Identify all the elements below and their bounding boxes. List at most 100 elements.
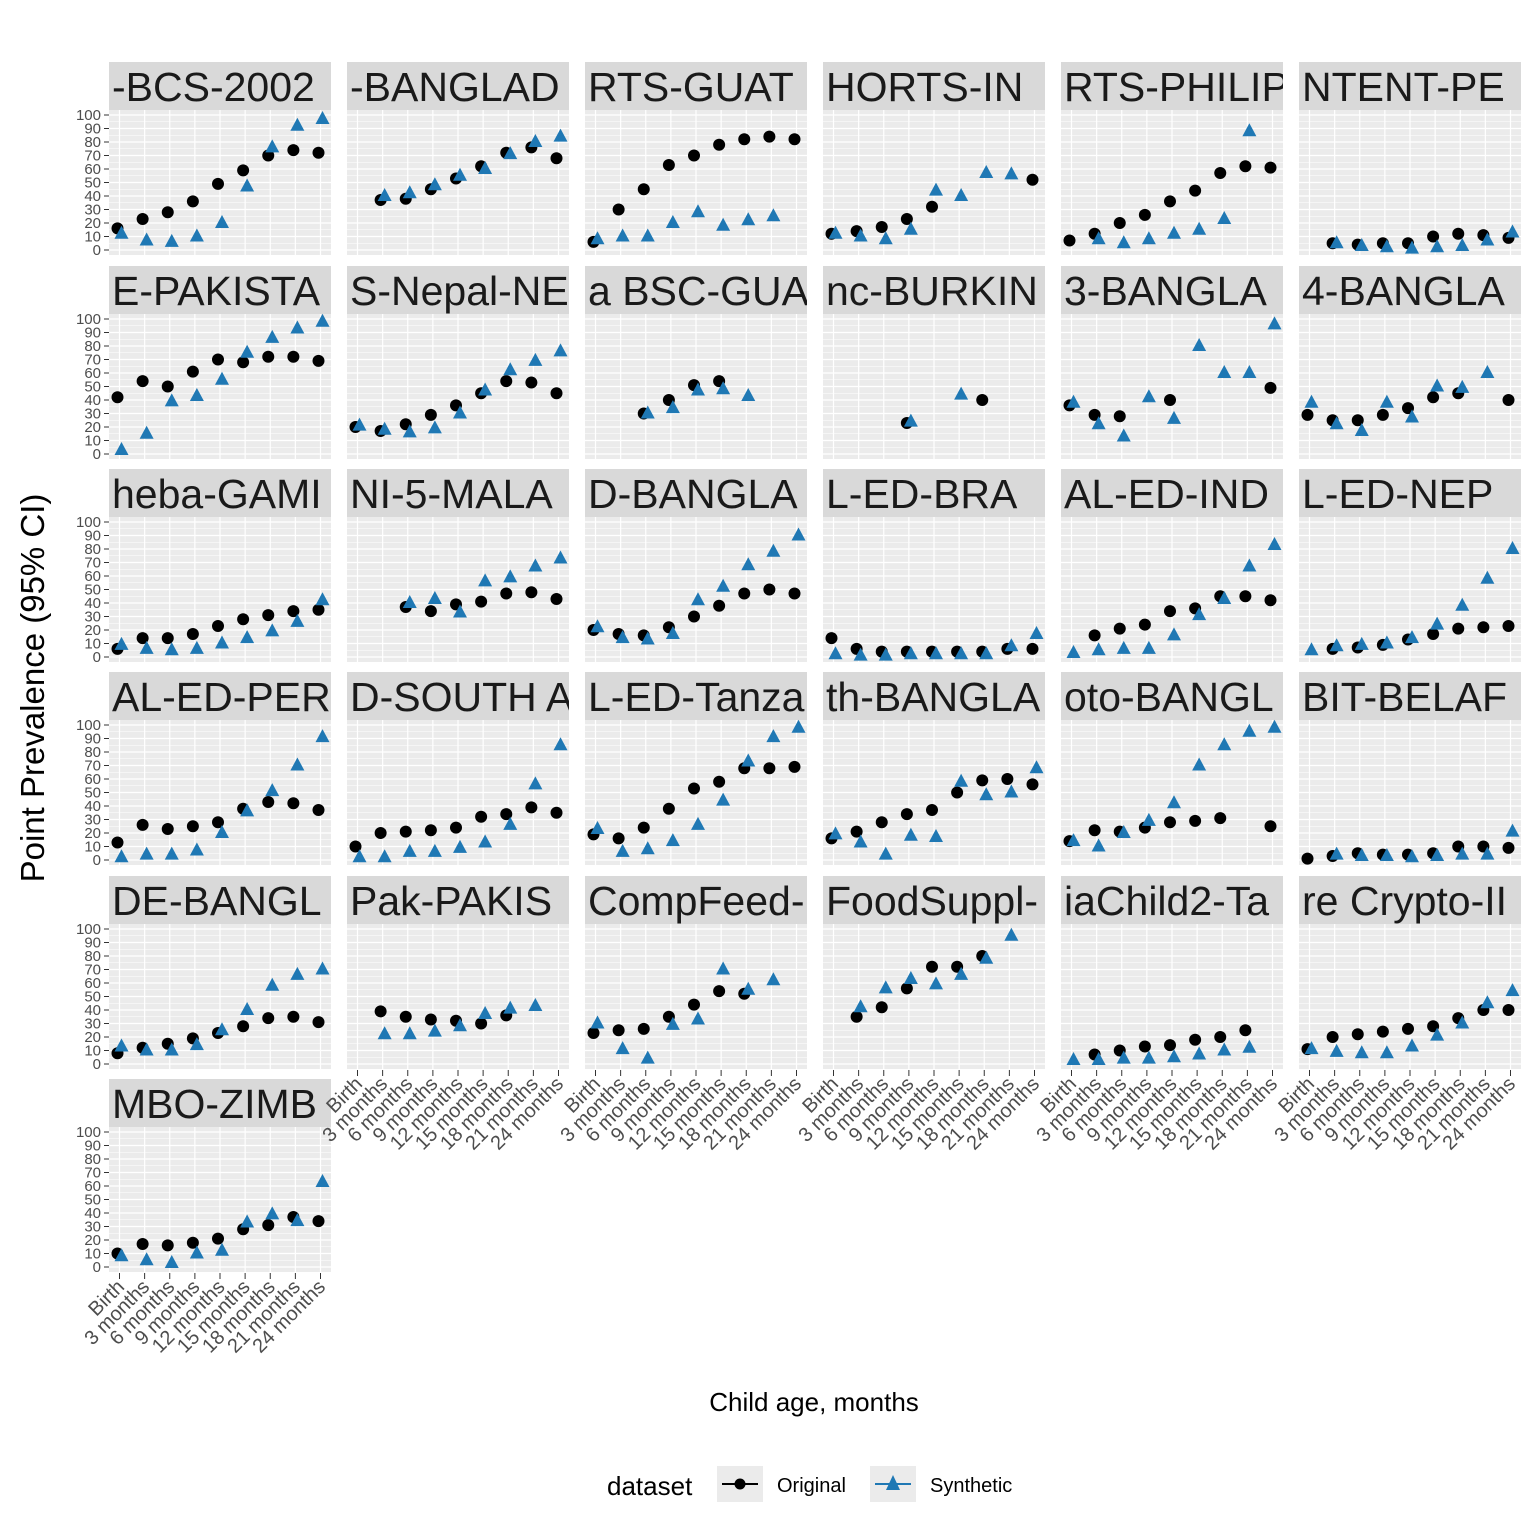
point-synthetic [1217, 1042, 1232, 1056]
y-tick-label: 0 [93, 242, 101, 259]
facet-panel: D-SOUTH A [347, 672, 569, 865]
point-original [136, 1238, 149, 1251]
point-synthetic [741, 557, 756, 571]
point-synthetic [553, 550, 568, 564]
point-original [312, 146, 325, 159]
point-synthetic [478, 834, 493, 848]
point-original [424, 1013, 437, 1026]
point-synthetic [139, 640, 154, 654]
point-synthetic [402, 185, 417, 199]
y-tick-label: 0 [93, 649, 101, 666]
point-synthetic [1455, 597, 1470, 611]
point-synthetic [1116, 825, 1131, 838]
point-original [875, 1001, 888, 1014]
point-original [662, 802, 675, 815]
y-tick-label: 20 [84, 825, 101, 842]
point-synthetic [1242, 558, 1257, 572]
y-tick-label: 90 [84, 325, 101, 342]
point-synthetic [478, 161, 493, 174]
point-synthetic [139, 846, 154, 860]
point-original [1427, 1020, 1440, 1033]
point-original [525, 376, 538, 389]
point-original [374, 827, 387, 839]
point-synthetic [1141, 231, 1156, 245]
point-synthetic [1455, 1015, 1470, 1029]
y-tick-label: 100 [76, 107, 101, 124]
point-synthetic [1242, 365, 1257, 378]
point-synthetic [1405, 1038, 1419, 1052]
legend-label-original: Original [777, 1475, 846, 1497]
y-tick-label: 20 [84, 419, 101, 436]
point-original [1239, 1024, 1252, 1037]
y-tick-label: 40 [84, 595, 101, 612]
point-original [926, 960, 938, 973]
y-tick-label: 70 [84, 148, 101, 165]
point-synthetic [1004, 638, 1019, 652]
point-original [825, 632, 838, 645]
point-synthetic [853, 999, 868, 1013]
point-synthetic [503, 569, 518, 583]
point-original [349, 840, 362, 853]
point-synthetic [590, 820, 605, 834]
point-synthetic [1091, 1051, 1106, 1065]
point-synthetic [164, 846, 179, 860]
point-synthetic [1217, 365, 1232, 378]
point-original [475, 1017, 488, 1030]
point-synthetic [691, 816, 705, 830]
point-original [237, 164, 250, 177]
point-original [212, 1232, 224, 1245]
point-original [662, 158, 675, 171]
point-synthetic [615, 843, 630, 857]
point-synthetic [290, 117, 305, 131]
facet-title: -BCS-2002 [112, 64, 315, 110]
point-synthetic [1379, 847, 1394, 861]
point-synthetic [1217, 737, 1232, 751]
facet-panel: 3-BANGLA [1061, 266, 1283, 459]
facet-title: 4-BANGLA [1302, 268, 1505, 314]
point-synthetic [427, 420, 442, 434]
point-original [788, 760, 801, 773]
y-tick-label: 0 [93, 1056, 101, 1073]
point-synthetic [1304, 1041, 1319, 1055]
point-original [1214, 812, 1227, 825]
point-synthetic [114, 849, 129, 863]
facet-title: 3-BANGLA [1064, 268, 1267, 314]
point-original [1264, 381, 1277, 394]
point-original [976, 394, 989, 406]
facet-strip [1299, 672, 1521, 720]
point-original [1214, 1031, 1227, 1043]
point-original [1138, 618, 1151, 631]
point-synthetic [503, 146, 518, 160]
point-synthetic [240, 178, 255, 192]
point-synthetic [427, 843, 442, 857]
point-synthetic [478, 573, 493, 587]
point-synthetic [1141, 640, 1156, 654]
point-synthetic [590, 231, 605, 245]
facet-strip [1299, 62, 1521, 110]
facet-title: FoodSuppl- [826, 878, 1038, 924]
point-synthetic [640, 631, 655, 645]
point-original [713, 775, 726, 788]
point-synthetic [453, 839, 467, 853]
point-original [1502, 1004, 1515, 1016]
point-synthetic [1480, 846, 1495, 860]
facet-title: a BSC-GUA [588, 268, 810, 314]
point-original [688, 149, 700, 162]
point-original [212, 177, 224, 190]
point-synthetic [954, 188, 969, 201]
point-synthetic [1004, 784, 1019, 798]
y-tick-label: 60 [84, 1178, 101, 1195]
facet-panel: L-ED-Tanza [585, 672, 807, 865]
point-original [1264, 161, 1277, 174]
point-original [713, 985, 726, 998]
point-synthetic [1267, 316, 1282, 330]
facet-title: MBO-ZIMB [112, 1081, 317, 1127]
facet-panel: FoodSuppl- [823, 876, 1045, 1069]
point-synthetic [164, 393, 179, 407]
facet-strip [823, 672, 1045, 720]
point-synthetic [1329, 1043, 1344, 1057]
point-original [900, 808, 913, 821]
point-synthetic [139, 232, 154, 246]
point-synthetic [828, 826, 843, 840]
point-synthetic [640, 405, 655, 419]
